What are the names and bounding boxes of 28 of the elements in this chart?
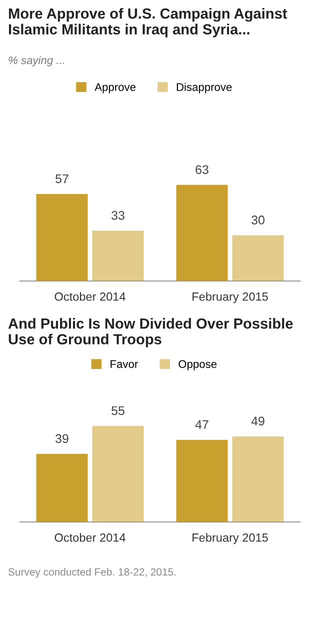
data-label: 55 — [112, 406, 124, 416]
x-tick-label: October 2014 — [54, 533, 126, 542]
chart-title: And Public Is Now Divided Over Possible Use of Ground Troops — [8, 318, 293, 348]
data-label: 30 — [252, 216, 264, 224]
bar — [232, 436, 284, 522]
x-tick-label: October 2014 — [54, 292, 126, 301]
chart-title: More Approve of U.S. Campaign Against Islamic Militants in Iraq and Syria... — [8, 8, 288, 38]
chart-subtitle: % saying ... — [8, 56, 64, 66]
bar — [36, 454, 88, 522]
data-label: 33 — [112, 210, 124, 220]
data-label: 47 — [195, 420, 208, 429]
legend-label: Oppose — [178, 360, 217, 370]
data-label: 57 — [56, 174, 68, 184]
legend-label: Disapprove — [176, 82, 232, 94]
bar — [36, 194, 88, 281]
bar — [176, 440, 228, 522]
bar — [92, 230, 144, 281]
bar — [176, 184, 228, 281]
data-label: 63 — [196, 165, 208, 174]
x-tick-label: February 2015 — [192, 292, 268, 304]
legend-label: Favor — [110, 360, 138, 368]
bar — [232, 235, 284, 281]
text: Survey conducted Feb. 18-22, 2015. — [8, 568, 176, 578]
x-tick-label: February 2015 — [192, 533, 268, 544]
data-label: 39 — [56, 434, 68, 444]
data-label: 49 — [251, 416, 264, 426]
legend-label: Approve — [94, 83, 136, 94]
bar — [92, 426, 144, 522]
